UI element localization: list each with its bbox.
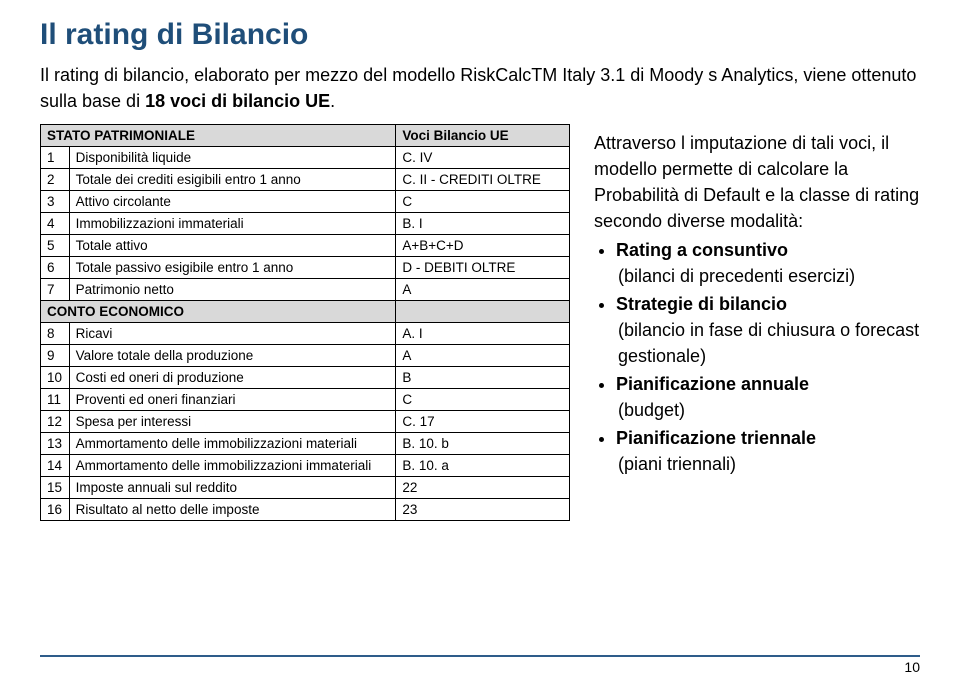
row-index: 9 <box>41 345 70 367</box>
row-index: 7 <box>41 279 70 301</box>
table-row: 14Ammortamento delle immobilizzazioni im… <box>41 455 570 477</box>
row-label: Proventi ed oneri finanziari <box>69 389 396 411</box>
row-voce: B. 10. b <box>396 433 570 455</box>
row-label: Ammortamento delle immobilizzazioni mate… <box>69 433 396 455</box>
row-index: 8 <box>41 323 70 345</box>
row-voce: A. I <box>396 323 570 345</box>
list-item-sub: (budget) <box>616 397 920 423</box>
row-voce: B. I <box>396 213 570 235</box>
header-empty <box>396 301 570 323</box>
table-row: 13Ammortamento delle immobilizzazioni ma… <box>41 433 570 455</box>
row-index: 1 <box>41 147 70 169</box>
table-row: 1Disponibilità liquideC. IV <box>41 147 570 169</box>
row-voce: 23 <box>396 499 570 521</box>
table-section-row: CONTO ECONOMICO <box>41 301 570 323</box>
table-header-row: STATO PATRIMONIALE Voci Bilancio UE <box>41 125 570 147</box>
table-container: STATO PATRIMONIALE Voci Bilancio UE 1Dis… <box>40 124 570 521</box>
table-row: 3Attivo circolanteC <box>41 191 570 213</box>
row-label: Disponibilità liquide <box>69 147 396 169</box>
list-item-sub: (bilancio in fase di chiusura o forecast… <box>616 317 920 369</box>
list-item: Rating a consuntivo (bilanci di precedent… <box>616 237 920 289</box>
list-item-sub: (bilanci di precedenti esercizi) <box>616 263 920 289</box>
intro-bold: 18 voci di bilancio UE <box>145 91 330 111</box>
list-item-sub: (piani triennali) <box>616 451 920 477</box>
row-voce: 22 <box>396 477 570 499</box>
list-item: Pianificazione triennale (piani triennali… <box>616 425 920 477</box>
intro-after: . <box>330 91 335 111</box>
row-index: 13 <box>41 433 70 455</box>
row-voce: A <box>396 279 570 301</box>
header-conto-economico: CONTO ECONOMICO <box>41 301 396 323</box>
content-columns: STATO PATRIMONIALE Voci Bilancio UE 1Dis… <box>40 124 920 521</box>
table-row: 4Immobilizzazioni immaterialiB. I <box>41 213 570 235</box>
row-label: Ammortamento delle immobilizzazioni imma… <box>69 455 396 477</box>
row-voce: C. IV <box>396 147 570 169</box>
row-index: 12 <box>41 411 70 433</box>
row-index: 15 <box>41 477 70 499</box>
intro-text: Il rating di bilancio, elaborato per mez… <box>40 62 920 114</box>
table-row: 6Totale passivo esigibile entro 1 annoD … <box>41 257 570 279</box>
row-index: 10 <box>41 367 70 389</box>
row-index: 5 <box>41 235 70 257</box>
row-label: Immobilizzazioni immateriali <box>69 213 396 235</box>
modalita-list: Rating a consuntivo (bilanci di precedent… <box>594 237 920 478</box>
footer: 10 <box>40 655 920 675</box>
list-item: Strategie di bilancio (bilancio in fase d… <box>616 291 920 369</box>
list-item-label: Strategie di bilancio <box>616 294 787 314</box>
row-index: 4 <box>41 213 70 235</box>
row-index: 2 <box>41 169 70 191</box>
row-voce: A <box>396 345 570 367</box>
page: Il rating di Bilancio Il rating di bilan… <box>0 0 960 689</box>
row-voce: C. II - CREDITI OLTRE <box>396 169 570 191</box>
table-row: 10Costi ed oneri di produzioneB <box>41 367 570 389</box>
row-index: 3 <box>41 191 70 213</box>
right-paragraph: Attraverso l imputazione di tali voci, i… <box>594 130 920 234</box>
row-voce: B <box>396 367 570 389</box>
page-number: 10 <box>904 659 920 675</box>
right-column: Attraverso l imputazione di tali voci, i… <box>594 124 920 521</box>
row-index: 6 <box>41 257 70 279</box>
table-row: 5Totale attivoA+B+C+D <box>41 235 570 257</box>
row-label: Risultato al netto delle imposte <box>69 499 396 521</box>
header-voci-bilancio: Voci Bilancio UE <box>396 125 570 147</box>
table-row: 9Valore totale della produzioneA <box>41 345 570 367</box>
table-row: 7Patrimonio nettoA <box>41 279 570 301</box>
row-label: Costi ed oneri di produzione <box>69 367 396 389</box>
table-row: 2Totale dei crediti esigibili entro 1 an… <box>41 169 570 191</box>
table-row: 8RicaviA. I <box>41 323 570 345</box>
table-row: 16Risultato al netto delle imposte23 <box>41 499 570 521</box>
row-voce: D - DEBITI OLTRE <box>396 257 570 279</box>
row-voce: C. 17 <box>396 411 570 433</box>
row-label: Totale passivo esigibile entro 1 anno <box>69 257 396 279</box>
row-index: 16 <box>41 499 70 521</box>
row-label: Ricavi <box>69 323 396 345</box>
row-index: 11 <box>41 389 70 411</box>
voci-table: STATO PATRIMONIALE Voci Bilancio UE 1Dis… <box>40 124 570 521</box>
row-voce: B. 10. a <box>396 455 570 477</box>
header-stato-patrimoniale: STATO PATRIMONIALE <box>41 125 396 147</box>
row-label: Attivo circolante <box>69 191 396 213</box>
row-voce: C <box>396 389 570 411</box>
list-item-label: Pianificazione triennale <box>616 428 816 448</box>
row-index: 14 <box>41 455 70 477</box>
list-item-label: Pianificazione annuale <box>616 374 809 394</box>
table-row: 15Imposte annuali sul reddito22 <box>41 477 570 499</box>
row-voce: A+B+C+D <box>396 235 570 257</box>
table-row: 11Proventi ed oneri finanziariC <box>41 389 570 411</box>
row-label: Patrimonio netto <box>69 279 396 301</box>
page-title: Il rating di Bilancio <box>40 18 920 52</box>
table-row: 12Spesa per interessiC. 17 <box>41 411 570 433</box>
list-item: Pianificazione annuale (budget) <box>616 371 920 423</box>
row-label: Totale attivo <box>69 235 396 257</box>
row-voce: C <box>396 191 570 213</box>
row-label: Imposte annuali sul reddito <box>69 477 396 499</box>
list-item-label: Rating a consuntivo <box>616 240 788 260</box>
row-label: Totale dei crediti esigibili entro 1 ann… <box>69 169 396 191</box>
row-label: Spesa per interessi <box>69 411 396 433</box>
row-label: Valore totale della produzione <box>69 345 396 367</box>
